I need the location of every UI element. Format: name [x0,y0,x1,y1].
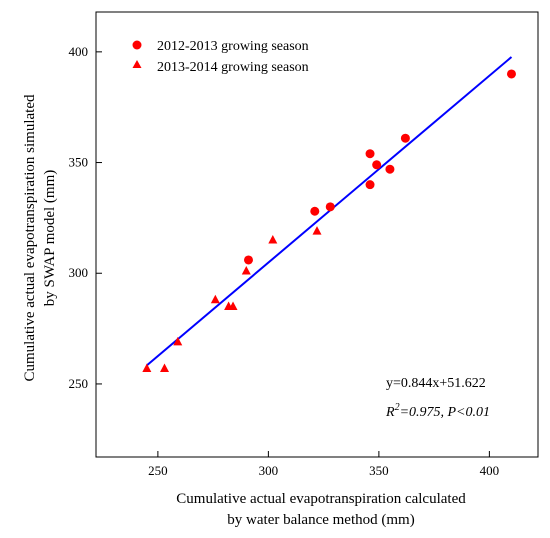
legend-marker-2012-2013 [132,40,142,50]
point-series-1-3 [210,294,220,304]
point-series-1-5 [228,301,238,310]
point-series-0-6 [385,164,395,174]
x-tick-label-300: 300 [259,463,279,478]
legend-label-2012-2013: 2012-2013 growing season [157,39,309,54]
point-series-1-7 [268,235,278,244]
point-series-0-4 [365,180,375,190]
x-tick-label-350: 350 [369,463,389,478]
point-series-0-2 [325,202,335,212]
point-series-1-1 [160,363,170,372]
point-series-0-1 [310,206,320,216]
point-series-0-7 [400,133,410,143]
r-letter: R [385,405,395,420]
point-series-1-6 [241,266,251,275]
legend-marker-2013-2014 [132,60,142,68]
point-series-0-0 [243,255,253,265]
y-axis-title-line-1: Cumulative actual evapotranspiration sim… [22,94,38,381]
plot-area [95,11,539,458]
point-series-1-8 [312,226,322,235]
y-tick-label-350: 350 [69,155,89,170]
y-tick-label-300: 300 [69,265,89,280]
r-squared-annotation: R2=0.975, P<0.01 [385,402,490,420]
r-exponent: 2 [395,402,400,413]
x-tick-label-400: 400 [480,463,500,478]
point-series-0-3 [365,149,375,159]
point-series-0-8 [506,69,516,79]
point-series-1-0 [142,363,152,372]
legend-label-2013-2014: 2013-2014 growing season [157,60,309,75]
x-axis-title-line-2: by water balance method (mm) [227,512,414,528]
x-tick-label-250: 250 [148,463,168,478]
y-axis-title-line-2: by SWAP model (mm) [42,170,58,307]
legend: 2012-2013 growing season 2013-2014 growi… [132,39,309,75]
r-rest: =0.975, P<0.01 [400,405,490,420]
plot-frame [95,11,539,458]
x-axis-title-line-1: Cumulative actual evapotranspiration cal… [176,491,466,507]
y-tick-label-250: 250 [69,376,89,391]
point-series-0-5 [372,160,382,170]
fit-equation: y=0.844x+51.622 [386,376,486,391]
axis-ticks: 250 300 350 400 250 300 350 400 [69,44,500,478]
point-series-1-2 [173,336,183,346]
y-tick-label-400: 400 [69,44,89,59]
chart-marks [142,56,516,372]
